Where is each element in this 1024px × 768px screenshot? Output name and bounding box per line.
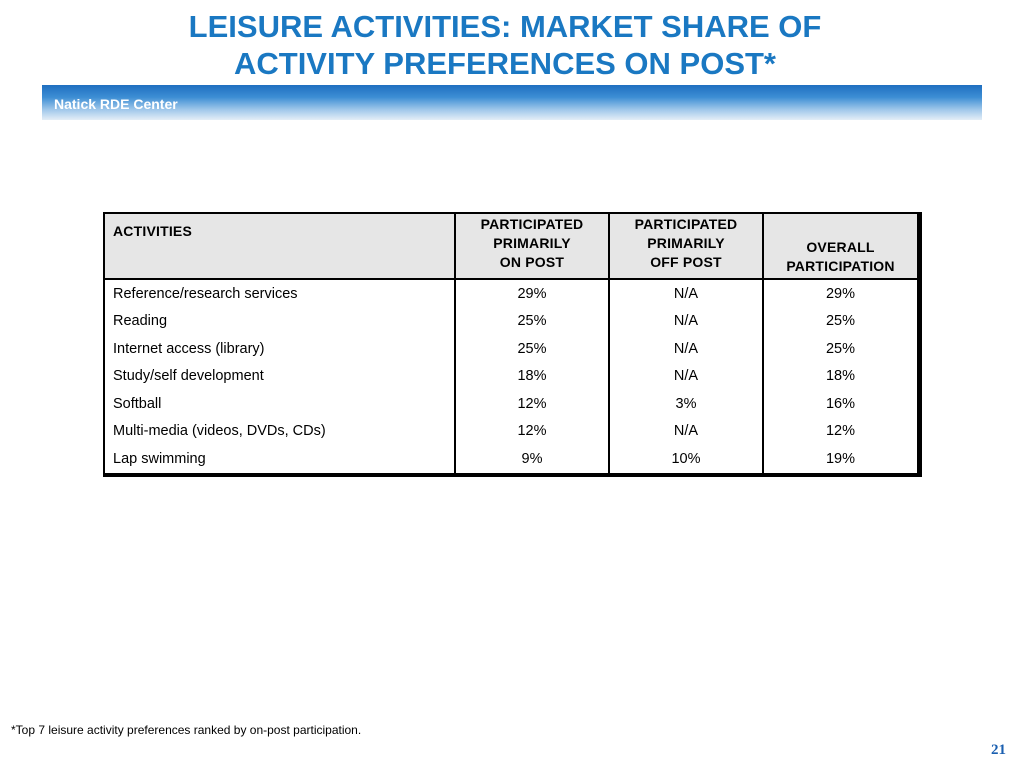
off-post-cell: N/A: [608, 279, 763, 308]
activity-cell: Reference/research services: [113, 285, 298, 302]
activity-cell: Multi-media (videos, DVDs, CDs): [113, 423, 326, 440]
activities-table: ACTIVITIES PARTICIPATED PRIMARILY ON POS…: [103, 212, 922, 477]
off-post-cell: N/A: [608, 335, 763, 363]
on-post-cell: 9%: [454, 445, 609, 473]
activity-cell: Lap swimming: [113, 450, 206, 467]
header-line: PRIMARILY: [493, 235, 571, 251]
column-header-on-post: PARTICIPATED PRIMARILY ON POST: [454, 214, 609, 280]
title-line-1: LEISURE ACTIVITIES: MARKET SHARE OF: [188, 9, 822, 44]
on-post-cell: 18%: [454, 362, 609, 390]
column-header-off-post: PARTICIPATED PRIMARILY OFF POST: [608, 214, 763, 280]
header-line: ON POST: [499, 254, 565, 270]
on-post-cell: 12%: [454, 390, 609, 418]
activity-cell: Reading: [113, 313, 168, 330]
overall-cell: 12%: [762, 417, 917, 445]
table-row: Lap swimming 9% 10% 19%: [105, 445, 917, 473]
overall-cell: 18%: [762, 362, 917, 390]
column-header-overall: OVERALL PARTICIPATION: [762, 214, 917, 280]
table-row: Internet access (library) 25% N/A 25%: [105, 335, 917, 363]
header-line: PARTICIPATED: [634, 216, 738, 232]
activity-cell: Study/self development: [113, 368, 264, 385]
organization-label: Natick RDE Center: [54, 96, 178, 112]
overall-cell: 29%: [762, 279, 917, 308]
table-row: Softball 12% 3% 16%: [105, 390, 917, 418]
slide-title: LEISURE ACTIVITIES: MARKET SHARE OF ACTI…: [0, 8, 1010, 82]
on-post-cell: 12%: [454, 417, 609, 445]
table-row: Multi-media (videos, DVDs, CDs) 12% N/A …: [105, 417, 917, 445]
column-header-activities: ACTIVITIES: [105, 214, 455, 280]
table-row: Study/self development 18% N/A 18%: [105, 362, 917, 390]
header-line: OFF POST: [650, 254, 722, 270]
activity-cell: Internet access (library): [113, 340, 265, 357]
on-post-cell: 29%: [454, 279, 609, 308]
table-row: Reading 25% N/A 25%: [105, 307, 917, 335]
title-line-2: ACTIVITY PREFERENCES ON POST*: [233, 46, 776, 81]
overall-cell: 25%: [762, 335, 917, 363]
table-row: Reference/research services 29% N/A 29%: [105, 279, 917, 308]
header-line: PARTICIPATED: [480, 216, 584, 232]
header-line: OVERALL: [806, 239, 875, 255]
activity-cell: Softball: [113, 395, 162, 412]
overall-cell: 25%: [762, 307, 917, 335]
off-post-cell: N/A: [608, 417, 763, 445]
header-band: Natick RDE Center: [42, 85, 982, 120]
on-post-cell: 25%: [454, 335, 609, 363]
header-line: PARTICIPATION: [786, 258, 895, 274]
overall-cell: 16%: [762, 390, 917, 418]
off-post-cell: N/A: [608, 362, 763, 390]
overall-cell: 19%: [762, 445, 917, 473]
off-post-cell: 10%: [608, 445, 763, 473]
on-post-cell: 25%: [454, 307, 609, 335]
off-post-cell: N/A: [608, 307, 763, 335]
table-header-row: ACTIVITIES PARTICIPATED PRIMARILY ON POS…: [105, 214, 917, 280]
page-number: 21: [991, 742, 1006, 758]
header-line: PRIMARILY: [647, 235, 725, 251]
off-post-cell: 3%: [608, 390, 763, 418]
footnote: *Top 7 leisure activity preferences rank…: [11, 723, 362, 737]
